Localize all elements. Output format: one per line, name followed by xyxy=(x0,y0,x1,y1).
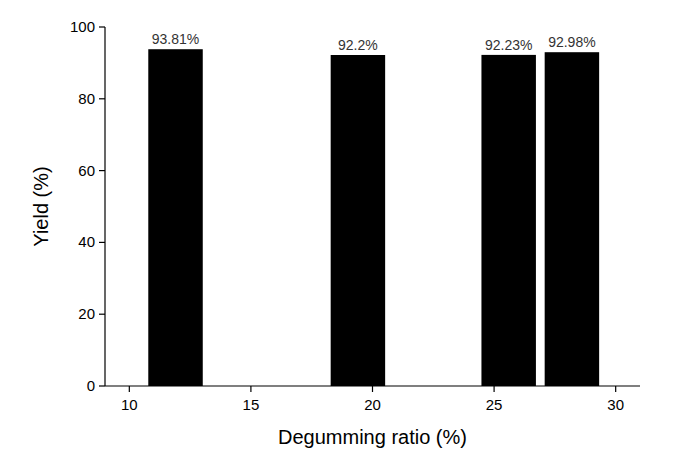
data-label: 92.98% xyxy=(548,34,595,50)
x-tick-label: 30 xyxy=(607,396,624,413)
y-axis-line xyxy=(104,27,105,386)
y-tick xyxy=(99,314,105,315)
x-tick xyxy=(493,386,494,392)
x-tick-label: 10 xyxy=(121,396,138,413)
bar xyxy=(331,55,385,386)
bar xyxy=(545,52,599,386)
x-tick xyxy=(615,386,616,392)
data-label: 92.2% xyxy=(338,37,378,53)
chart-container: 10 15 20 25 30 0 20 40 60 80 100 93.81% 92.2% 92.23% 9… xyxy=(0,0,681,466)
x-tick xyxy=(129,386,130,392)
bar xyxy=(148,49,202,386)
y-tick-label: 20 xyxy=(78,305,95,322)
y-tick-label: 100 xyxy=(70,18,95,35)
x-tick-label: 20 xyxy=(364,396,381,413)
y-tick-label: 40 xyxy=(78,233,95,250)
x-tick-label: 15 xyxy=(243,396,260,413)
bars xyxy=(148,49,599,386)
x-tick-label: 25 xyxy=(486,396,503,413)
x-tick xyxy=(372,386,373,392)
y-tick xyxy=(99,26,105,27)
x-axis-label: Degumming ratio (%) xyxy=(278,426,467,448)
y-tick xyxy=(99,242,105,243)
bar xyxy=(481,55,535,386)
data-label: 92.23% xyxy=(485,37,532,53)
x-tick xyxy=(250,386,251,392)
data-label: 93.81% xyxy=(152,31,199,47)
y-tick-label: 60 xyxy=(78,162,95,179)
y-tick-label: 80 xyxy=(78,90,95,107)
y-tick xyxy=(99,170,105,171)
y-tick xyxy=(99,98,105,99)
y-tick xyxy=(99,385,105,386)
y-axis-label: Yield (%) xyxy=(30,166,52,246)
y-tick-label: 0 xyxy=(87,377,95,394)
chart: 10 15 20 25 30 0 20 40 60 80 100 93.81% 92.2% 92.23% 9… xyxy=(0,0,681,466)
